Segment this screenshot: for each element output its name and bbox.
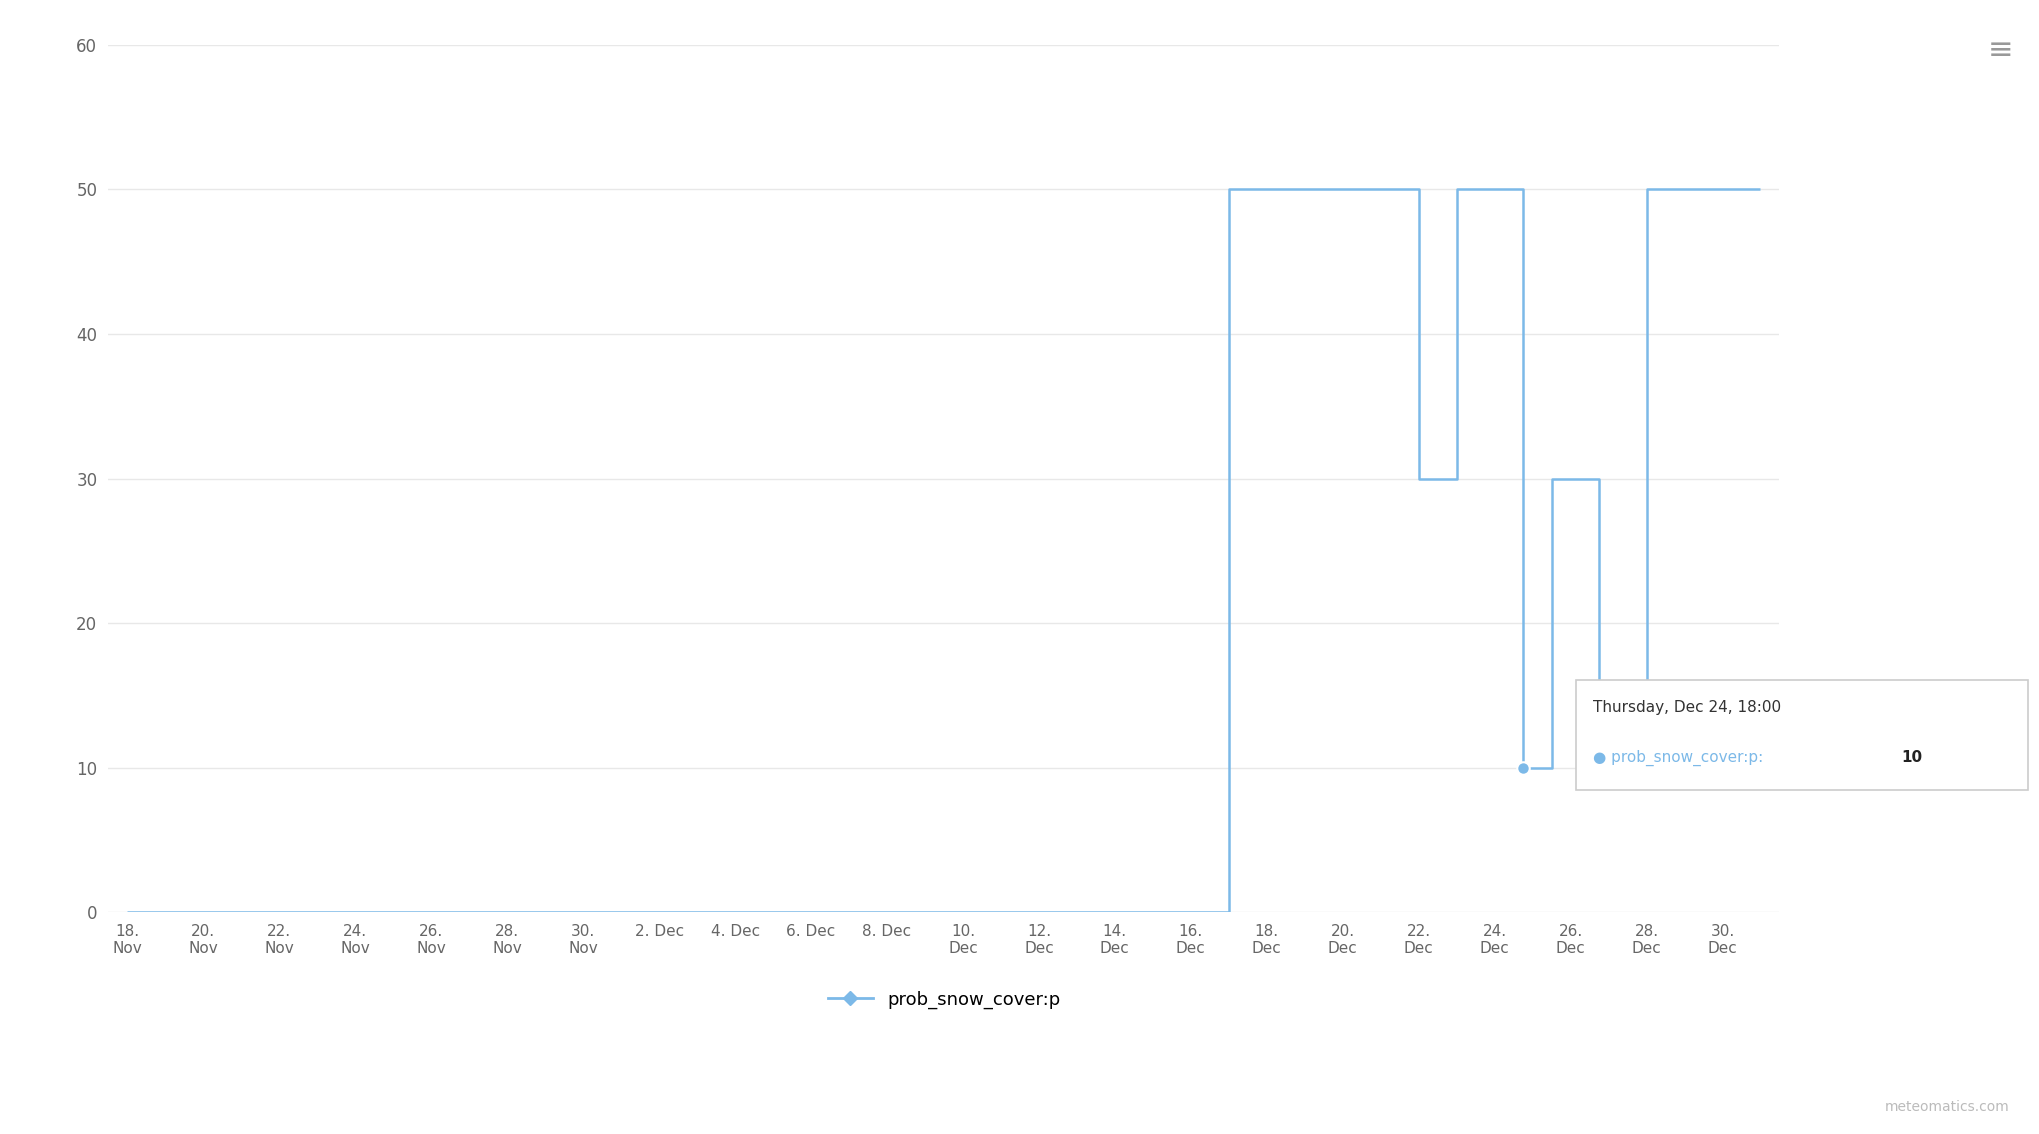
FancyBboxPatch shape (1576, 680, 2027, 790)
Text: 10: 10 (1900, 751, 1921, 765)
Text: ● prob_snow_cover:p:: ● prob_snow_cover:p: (1592, 750, 1768, 765)
Text: ≡: ≡ (1988, 36, 2012, 66)
Text: meteomatics.com: meteomatics.com (1884, 1100, 2008, 1114)
Text: Thursday, Dec 24, 18:00: Thursday, Dec 24, 18:00 (1592, 700, 1780, 714)
Legend: prob_snow_cover:p: prob_snow_cover:p (820, 983, 1066, 1016)
